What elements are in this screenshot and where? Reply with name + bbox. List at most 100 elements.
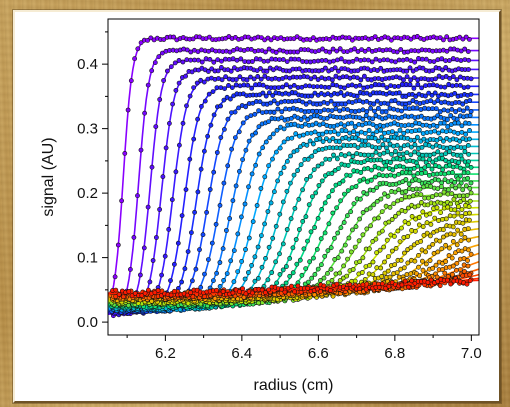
data-point — [170, 101, 175, 107]
data-point — [163, 145, 169, 151]
data-point — [419, 144, 425, 150]
data-point — [389, 58, 394, 64]
data-point — [296, 227, 302, 232]
data-point — [276, 85, 282, 90]
data-point — [468, 92, 474, 97]
data-point — [342, 59, 348, 64]
data-point — [404, 74, 410, 79]
data-point — [374, 198, 380, 204]
data-point — [461, 196, 467, 202]
data-point — [364, 226, 370, 232]
data-point — [462, 235, 468, 240]
data-point — [424, 230, 430, 236]
data-point — [138, 272, 143, 278]
data-point — [284, 227, 290, 232]
data-point — [450, 74, 456, 79]
data-point — [288, 116, 294, 121]
data-point — [294, 261, 300, 267]
data-point — [455, 131, 461, 136]
data-point — [375, 138, 381, 144]
data-point — [288, 216, 294, 222]
data-point — [335, 255, 341, 261]
data-point — [412, 142, 418, 148]
data-point — [463, 183, 469, 189]
data-point — [314, 246, 320, 252]
data-point — [180, 120, 186, 126]
data-point — [328, 98, 334, 104]
data-point — [198, 104, 204, 109]
data-point — [360, 107, 366, 113]
data-point — [265, 58, 271, 64]
data-point — [305, 285, 311, 291]
data-point — [284, 188, 290, 194]
data-point — [409, 122, 415, 128]
data-point — [420, 267, 426, 273]
data-point — [284, 158, 290, 164]
data-point — [214, 85, 220, 90]
data-point — [338, 121, 344, 127]
data-point — [454, 242, 460, 248]
data-point — [375, 105, 381, 111]
data-point — [319, 67, 325, 73]
data-point — [401, 77, 406, 83]
data-point — [190, 36, 196, 42]
data-point — [225, 116, 231, 122]
data-point — [442, 84, 448, 90]
data-point — [467, 278, 473, 284]
data-point — [262, 73, 268, 79]
data-point — [290, 245, 296, 251]
data-point — [401, 130, 407, 136]
data-point — [220, 289, 226, 294]
data-point — [305, 117, 311, 123]
data-point — [466, 67, 471, 72]
data-point — [385, 268, 391, 274]
data-point — [220, 246, 226, 252]
data-point — [292, 205, 298, 211]
data-point — [458, 231, 464, 237]
data-point — [351, 129, 356, 134]
data-point — [315, 215, 321, 221]
data-point — [423, 93, 428, 99]
data-point — [374, 98, 380, 104]
data-point — [319, 161, 325, 167]
data-point — [156, 54, 162, 60]
data-point — [266, 119, 271, 124]
data-point — [306, 202, 312, 208]
data-point — [467, 272, 473, 278]
data-point — [372, 108, 377, 114]
data-point — [300, 218, 306, 224]
data-point — [251, 76, 257, 82]
data-point — [311, 59, 317, 64]
data-point — [329, 171, 335, 176]
data-point — [365, 152, 371, 158]
data-point — [326, 85, 332, 90]
data-point — [411, 165, 417, 171]
data-point — [375, 215, 381, 221]
data-point — [171, 288, 177, 294]
data-point — [411, 242, 417, 248]
data-point — [245, 82, 251, 88]
data-point — [398, 146, 404, 152]
data-point — [337, 278, 343, 283]
data-point — [320, 46, 325, 52]
data-point — [153, 235, 159, 240]
data-point — [205, 69, 211, 74]
data-point — [418, 113, 424, 119]
data-point — [461, 85, 467, 90]
data-point — [419, 247, 425, 253]
data-point — [437, 192, 443, 198]
data-point — [339, 127, 345, 133]
data-point — [455, 210, 461, 216]
data-point — [430, 265, 436, 271]
data-point — [449, 191, 455, 197]
data-point — [459, 129, 465, 135]
data-point — [287, 180, 293, 186]
data-point — [314, 84, 320, 89]
data-point — [240, 157, 245, 162]
data-point — [434, 124, 440, 129]
data-point — [214, 270, 219, 276]
data-point — [283, 82, 289, 87]
x-tick-label: 6.4 — [231, 345, 252, 362]
data-point — [132, 56, 137, 62]
data-point — [443, 259, 449, 264]
